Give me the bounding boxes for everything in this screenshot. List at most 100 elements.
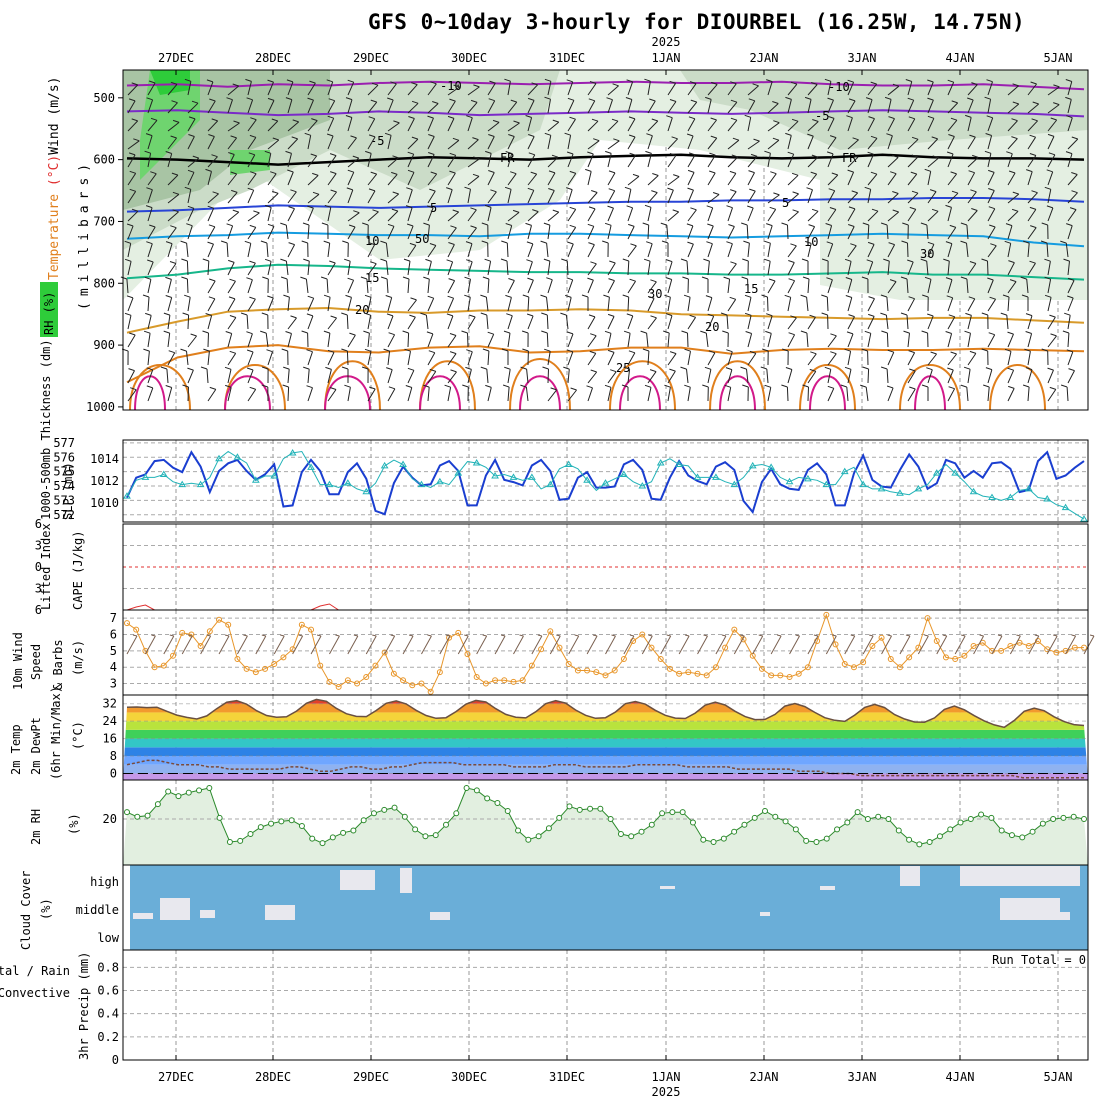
surface-wind-barb [862, 634, 874, 655]
wind-barb [482, 348, 490, 366]
wind-barb [567, 241, 574, 258]
wind-barb [307, 80, 316, 96]
y-tick-label: 16 [103, 732, 117, 746]
wind-barb [827, 351, 837, 366]
wind-barb [800, 330, 809, 348]
cloud-gap [133, 913, 153, 919]
rh-point [185, 789, 192, 796]
wind-barb [587, 223, 595, 240]
surface-wind-barb [954, 634, 966, 655]
wind-speed-point [998, 647, 1005, 654]
wind-barb [227, 83, 240, 96]
isotherm-label: 5 [430, 201, 437, 215]
temp-band [123, 747, 1088, 757]
wind-barb [182, 384, 189, 402]
wind-barb [687, 207, 697, 222]
thickness-point [196, 480, 205, 488]
wind-barb [927, 351, 937, 366]
wind-barb [325, 366, 332, 384]
wind-barb [246, 331, 253, 348]
surface-wind-barb [899, 634, 911, 655]
surface-wind-barb [660, 634, 672, 655]
isotherm-label: 20 [355, 303, 369, 317]
thickness-point [840, 467, 849, 475]
wind-barb [1044, 294, 1052, 312]
isotherm-label: 10 [365, 234, 379, 248]
rh-point [792, 826, 799, 833]
wind-barb [480, 294, 489, 312]
wind-speed-point [298, 621, 305, 628]
surface-wind-barb [697, 634, 708, 655]
wind-barb [707, 223, 714, 240]
wind-barb [507, 278, 515, 294]
wind-speed-point [896, 664, 903, 671]
wind-barb [167, 119, 180, 132]
wind-speed-point [308, 626, 315, 633]
wind-barb [361, 366, 369, 384]
thickness-point [767, 463, 776, 470]
wind-barb [226, 223, 234, 240]
wind-barb [127, 332, 136, 348]
rh-point [412, 826, 419, 833]
wind-barb [867, 116, 875, 132]
rh-point [813, 839, 820, 846]
wind-barb [907, 259, 914, 276]
wind-barb [304, 132, 312, 150]
wind-barb [886, 385, 894, 402]
isotherm-line [126, 153, 1085, 166]
wind-speed-point [574, 667, 581, 674]
wind-barb [423, 276, 430, 294]
wind-barb [1025, 331, 1033, 348]
wind-barb [767, 171, 777, 186]
surface-wind-barb [973, 634, 985, 655]
thickness-point [564, 460, 573, 467]
wind-barb [587, 190, 598, 204]
wind-barb [327, 171, 337, 186]
isotherm-loop [509, 358, 571, 411]
wind-barb [747, 188, 756, 204]
x-tick-label: 2JAN [750, 1070, 779, 1084]
rh-point [288, 817, 295, 824]
wind-barb [526, 313, 534, 330]
wind-barb [725, 367, 733, 384]
wind-barb [544, 78, 552, 96]
wind-barb [364, 312, 372, 330]
rh-line [126, 787, 1085, 845]
thickness-point [730, 480, 739, 488]
y-tick-label: 700 [93, 214, 115, 228]
wind-speed-point [887, 656, 894, 663]
wind-barb [487, 134, 495, 150]
wind-barb [1007, 191, 1020, 204]
wind-speed-point [970, 642, 977, 649]
wind-speed-point [124, 620, 130, 627]
wind-barb [665, 313, 673, 330]
wind-barb [521, 330, 529, 348]
rh-point [803, 837, 810, 844]
wind-barb [447, 84, 460, 96]
wind-barb [207, 154, 218, 168]
wind-barb [602, 240, 609, 258]
surface-wind-barb [402, 634, 414, 655]
wind-speed-point [731, 626, 738, 633]
y-tick-label: 32 [103, 697, 117, 711]
wind-barb [646, 133, 653, 150]
axis-label: Cloud Cover [19, 871, 33, 950]
wind-barb [1024, 348, 1031, 366]
thickness-point [325, 480, 334, 488]
wind-barb [627, 134, 636, 150]
wind-barb [907, 97, 915, 114]
wind-barb [767, 278, 776, 294]
wind-barb [745, 331, 753, 348]
rh-point [720, 835, 727, 842]
wind-barb [1007, 136, 1018, 150]
isotherm-label: FR [500, 151, 515, 165]
thickness-point [638, 482, 647, 489]
wind-barb [647, 315, 657, 330]
thickness-point [123, 492, 131, 499]
wind-barb [387, 81, 397, 96]
rh-point [751, 814, 758, 821]
wind-barb [727, 81, 737, 96]
wind-barb [707, 81, 718, 96]
rh-point [350, 827, 357, 834]
wind-barb [627, 152, 637, 168]
